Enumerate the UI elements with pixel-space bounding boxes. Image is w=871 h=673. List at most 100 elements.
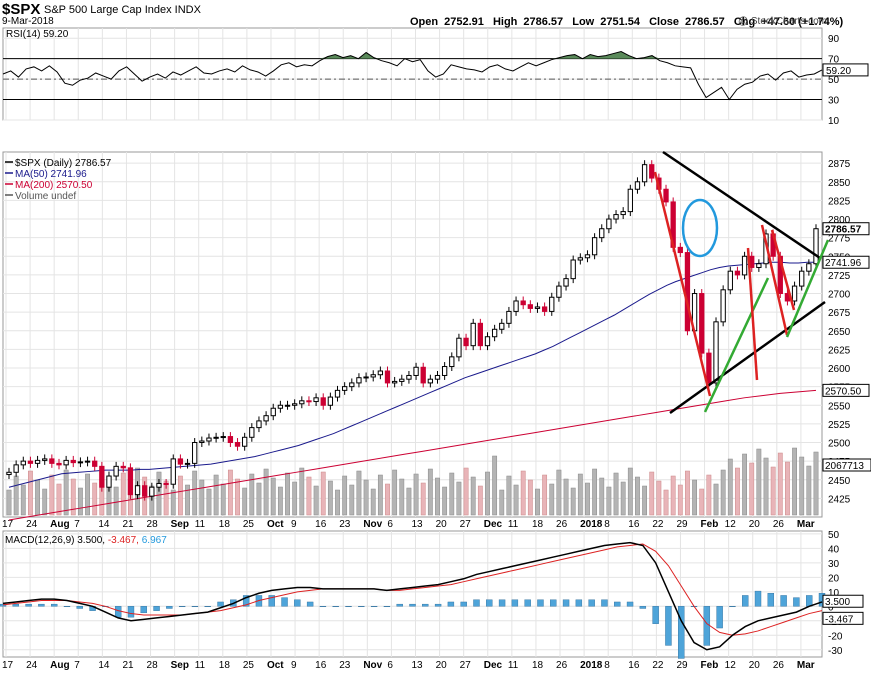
x-tick-label-macd: Oct [267,660,284,671]
macd-histogram-bar [12,603,19,607]
volume-bar [185,484,190,516]
candle-body [634,181,641,190]
volume-bar [199,479,205,516]
volume-bar [70,478,76,516]
x-tick-label: 16 [315,519,327,530]
volume-bar [699,488,705,516]
volume-bar [585,482,590,516]
x-tick-label: Nov [363,519,382,530]
volume-bar [813,451,819,516]
macd-histogram-bar [153,606,160,611]
candle-body [92,460,98,467]
volume-bar [156,471,162,516]
volume-bar [485,471,490,516]
candle-body [70,459,76,464]
candle-body [741,255,748,276]
candle-body [220,436,226,439]
candle-body [413,366,419,376]
candle-body [142,485,148,497]
macd-histogram-bar [562,599,570,607]
macd-histogram-bar [575,599,583,607]
macd-histogram-bar [383,606,391,608]
y-tick-label: 2450 [828,476,851,487]
trendline-annotation [653,171,712,397]
x-tick-label-macd: 24 [26,660,38,671]
volume-bar [63,469,69,516]
macd-signal-line [2,543,823,636]
candle-body [163,482,169,485]
volume-bar [270,477,276,516]
x-tick-label: Oct [267,519,284,530]
macd-histogram-bar [716,606,723,629]
price-legend-entry: MA(50) 2741.96 [15,169,87,180]
macd-histogram-bar [639,606,647,609]
macd-histogram-bar [38,603,45,607]
x-tick-label: 14 [98,519,110,530]
macd-histogram-bar [498,599,506,607]
candle-body [627,188,633,213]
x-tick-label-macd: 7 [74,660,80,671]
macd-histogram-bar [754,590,762,607]
candle-body [527,304,533,309]
volume-bar [727,458,733,516]
candle-body [99,465,105,488]
candle-body [327,396,334,406]
x-tick-label-macd: 22 [652,660,664,671]
x-tick-label: 13 [412,519,424,530]
candle-body [463,337,469,347]
x-tick-label: 27 [460,519,472,530]
volume-bar [120,472,126,516]
macd-histogram-bar [140,606,147,614]
y-tick-label: 50 [828,530,840,541]
volume-bar [785,461,790,516]
price-axis-label-box [822,383,870,397]
x-tick-label: 23 [339,519,351,530]
candle-body [813,228,819,265]
candle-body [256,420,262,429]
macd-line [2,541,823,651]
candle-body [641,164,648,183]
candle-body [699,293,705,354]
x-tick-label-macd: 17 [2,660,14,671]
candle-body [477,322,484,347]
candle-body [42,458,48,461]
candle-body [584,254,591,259]
price-axis-label-box [822,255,870,269]
volume-bar [535,488,540,516]
x-tick-label: 11 [195,519,206,530]
gap-highlight-ellipse [681,198,719,258]
volume-bar [756,448,762,516]
volume-bar [542,474,548,516]
x-tick-label-macd: Feb [701,660,719,671]
x-tick-label: 18 [532,519,544,530]
x-tick-label-macd: 11 [508,660,519,671]
candle-body [456,337,462,358]
macd-histogram-bar [460,601,467,607]
volume-bar [663,489,669,516]
candle-body [720,289,726,323]
volume-bar [385,483,390,516]
x-tick-label-macd: 21 [122,660,134,671]
candle-body [149,486,155,497]
volume-bar [206,488,212,516]
open-label: Open [410,16,439,28]
candle-body [399,378,405,382]
volume-bar [263,468,269,516]
macd-histogram-bar [524,599,531,607]
stockcharts-credit: @ StockCharts.com [737,16,827,27]
candle-body [306,400,312,403]
macd-histogram-bar [306,601,314,607]
candle-body [791,285,798,302]
x-tick-label: 26 [556,519,568,530]
volume-bar [242,487,248,516]
macd-histogram-bar [25,603,32,607]
macd-histogram-bar [127,606,135,618]
candle-body [249,427,255,438]
volume-bar [620,481,626,516]
y-tick-label: 10 [828,588,840,599]
candle-body [470,322,476,347]
volume-bar [499,489,505,516]
volume-bar [399,478,405,516]
volume-bar [406,487,412,516]
y-tick-label: 20 [828,573,840,584]
